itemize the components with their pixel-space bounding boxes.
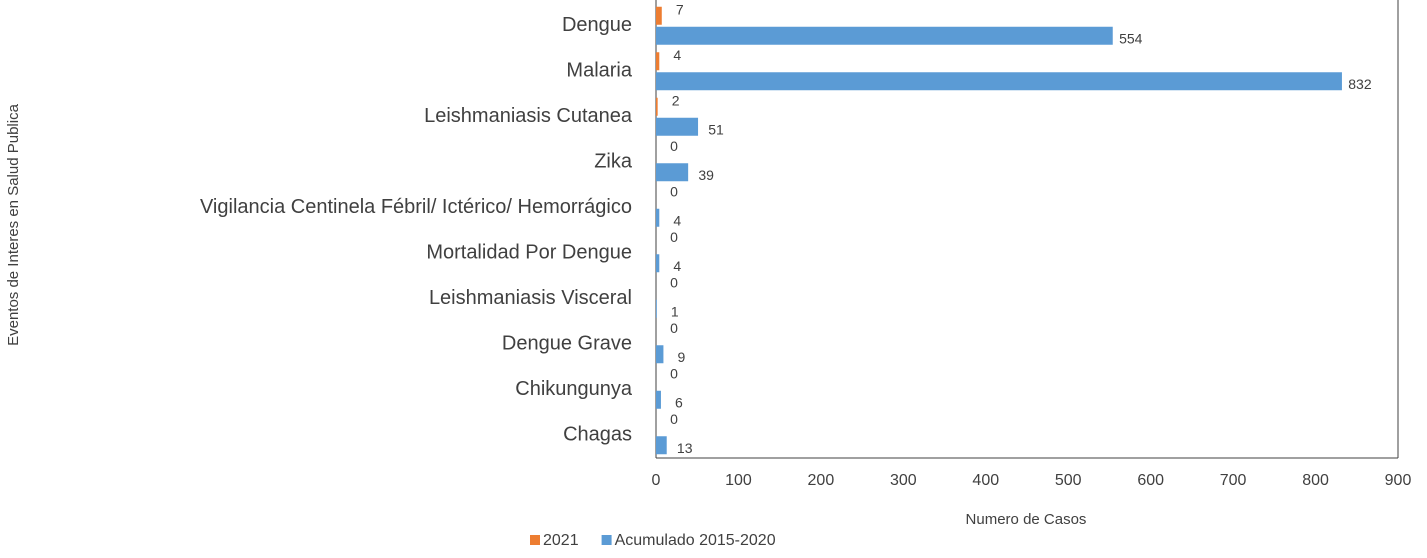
x-tick-label: 800 [1302,472,1329,489]
data-label: 7 [676,1,684,17]
y-tick-label: Zika [594,151,633,173]
x-tick-label: 400 [972,472,999,489]
legend-label: 2021 [543,532,579,549]
bar [656,299,657,318]
y-tick-label: Mortalidad Por Dengue [426,242,632,264]
y-tick-label: Chagas [563,424,632,446]
x-tick-label: 200 [808,472,835,489]
x-tick-label: 100 [725,472,752,489]
x-tick-label: 0 [652,472,661,489]
x-tick-label: 500 [1055,472,1082,489]
bar [656,208,660,227]
data-label: 39 [698,167,714,183]
data-label: 0 [670,320,678,336]
y-tick-label: Dengue [562,14,632,36]
bar [656,6,662,25]
data-label: 0 [670,411,678,427]
y-tick-label: Malaria [566,60,632,82]
data-label: 0 [670,138,678,154]
data-label: 6 [675,394,683,410]
bar [656,117,699,136]
x-axis-title: Numero de Casos [966,511,1087,528]
legend-swatch [601,535,612,545]
bar [656,97,658,116]
data-label: 4 [673,258,681,274]
legend-label: Acumulado 2015-2020 [615,532,776,549]
data-label: 4 [673,47,681,63]
x-tick-label: 900 [1385,472,1412,489]
y-tick-label: Dengue Grave [502,333,632,355]
y-tick-label: Chikungunya [515,378,633,400]
data-label: 1 [671,303,679,319]
bar [656,72,1342,91]
bar [656,436,667,455]
bar [656,52,660,71]
bar [656,345,664,364]
y-tick-label: Vigilancia Centinela Fébril/ Ictérico/ H… [200,196,632,218]
y-axis-title: Eventos de Interes en Salud Publica [5,103,22,345]
legend-swatch [530,535,540,545]
data-label: 0 [670,274,678,290]
data-label: 832 [1348,76,1372,92]
x-tick-label: 600 [1137,472,1164,489]
bar [656,254,660,273]
data-label: 0 [670,229,678,245]
x-tick-label: 700 [1220,472,1247,489]
data-label: 0 [670,183,678,199]
data-label: 2 [672,92,680,108]
data-label: 51 [708,121,724,137]
bar [656,26,1113,45]
data-label: 0 [670,365,678,381]
data-label: 554 [1119,30,1143,46]
data-label: 13 [677,440,693,456]
data-label: 4 [673,212,681,228]
bar [656,390,661,409]
x-tick-label: 300 [890,472,917,489]
bar [656,163,689,182]
data-label: 9 [678,349,686,365]
y-tick-label: Leishmaniasis Visceral [429,287,632,309]
y-tick-label: Leishmaniasis Cutanea [424,105,633,127]
